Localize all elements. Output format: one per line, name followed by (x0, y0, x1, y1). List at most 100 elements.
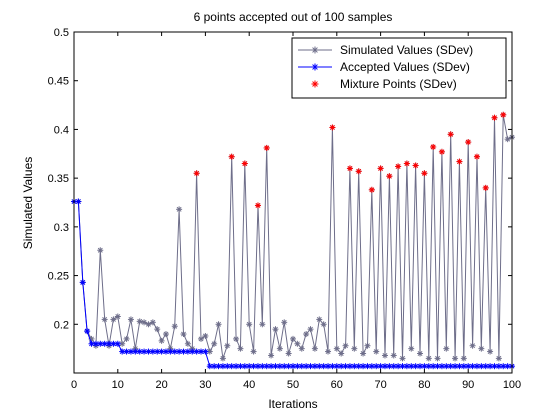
legend-label: Simulated Values (SDev) (340, 43, 473, 57)
data-point (447, 131, 454, 138)
x-tick-label: 50 (287, 379, 299, 391)
data-point (285, 350, 292, 357)
data-point (215, 321, 222, 328)
data-point (456, 158, 463, 165)
legend-marker (311, 46, 319, 54)
legend-item: Simulated Values (SDev) (298, 43, 473, 57)
data-point (132, 348, 139, 355)
x-tick-label: 30 (199, 379, 211, 391)
data-point (465, 139, 472, 146)
data-point (79, 279, 86, 286)
data-point (184, 340, 191, 347)
data-point (438, 148, 445, 155)
data-point (276, 363, 283, 370)
data-point (351, 345, 358, 352)
data-point (263, 144, 270, 151)
data-point (254, 202, 261, 209)
data-point (386, 173, 393, 180)
legend-label: Accepted Values (SDev) (340, 60, 470, 74)
data-point (254, 363, 261, 370)
data-point (211, 363, 218, 370)
data-point (377, 165, 384, 172)
data-point (198, 335, 205, 342)
legend-item: Accepted Values (SDev) (298, 60, 470, 74)
data-point (307, 326, 314, 333)
data-point (233, 335, 240, 342)
data-point (237, 345, 244, 352)
data-point (491, 114, 498, 121)
data-point (452, 355, 459, 362)
series-1 (71, 198, 515, 370)
data-point (395, 163, 402, 170)
data-point (316, 316, 323, 323)
data-point (473, 363, 480, 370)
data-point (162, 331, 169, 338)
data-point (84, 328, 91, 335)
data-point (136, 318, 143, 325)
y-axis-label: Simulated Values (21, 157, 35, 250)
data-point (338, 350, 345, 357)
data-point (338, 363, 345, 370)
data-point (434, 355, 441, 362)
data-point (403, 160, 410, 167)
y-tick-label: 0.35 (48, 173, 69, 185)
data-point (101, 316, 108, 323)
data-point (395, 363, 402, 370)
data-point (171, 323, 178, 330)
chart-title: 6 points accepted out of 100 samples (194, 10, 393, 24)
x-tick-label: 60 (331, 379, 343, 391)
data-point (320, 363, 327, 370)
data-point (180, 348, 187, 355)
data-point (202, 348, 209, 355)
data-point (329, 124, 336, 131)
y-tick-label: 0.3 (54, 222, 69, 234)
series-2 (193, 111, 507, 209)
data-point (430, 363, 437, 370)
data-point (478, 345, 485, 352)
data-point (373, 348, 380, 355)
data-point (211, 340, 218, 347)
data-point (145, 321, 152, 328)
data-point (346, 363, 353, 370)
data-point (246, 321, 253, 328)
data-point (430, 143, 437, 150)
legend: Simulated Values (SDev) Accepted Values (… (291, 37, 507, 99)
legend-label: Mixture Points (SDev) (340, 77, 457, 91)
data-point (443, 345, 450, 352)
data-point (491, 363, 498, 370)
data-point (417, 350, 424, 357)
legend-marker (311, 63, 319, 71)
legend-box (291, 37, 507, 99)
data-point (504, 363, 511, 370)
x-tick-label: 90 (462, 379, 474, 391)
x-tick-label: 80 (418, 379, 430, 391)
data-point (259, 321, 266, 328)
x-tick-label: 10 (112, 379, 124, 391)
x-tick-label: 70 (374, 379, 386, 391)
data-point (290, 363, 296, 370)
data-point (127, 316, 134, 323)
axes: 0 10 20 30 40 50 60 70 80 90 100 0.2 0.25 0.3 0.35 0.4 0… (48, 27, 522, 391)
data-point (399, 355, 406, 362)
x-tick-label: 20 (155, 379, 167, 391)
data-point (460, 355, 467, 362)
data-point (351, 363, 358, 370)
legend-marker (311, 80, 319, 88)
data-point (158, 337, 165, 344)
data-point (408, 345, 415, 352)
data-point (325, 348, 332, 355)
data-point (149, 348, 156, 355)
data-point (250, 348, 257, 355)
data-point (390, 352, 397, 359)
data-point (399, 363, 406, 370)
data-point (141, 319, 148, 326)
data-point (224, 342, 231, 349)
data-point (425, 355, 432, 362)
data-point (346, 165, 353, 172)
data-point (412, 162, 419, 169)
data-point (307, 363, 314, 370)
data-point (110, 316, 117, 323)
data-point (381, 352, 388, 359)
data-point (311, 345, 318, 352)
data-point (487, 363, 494, 370)
